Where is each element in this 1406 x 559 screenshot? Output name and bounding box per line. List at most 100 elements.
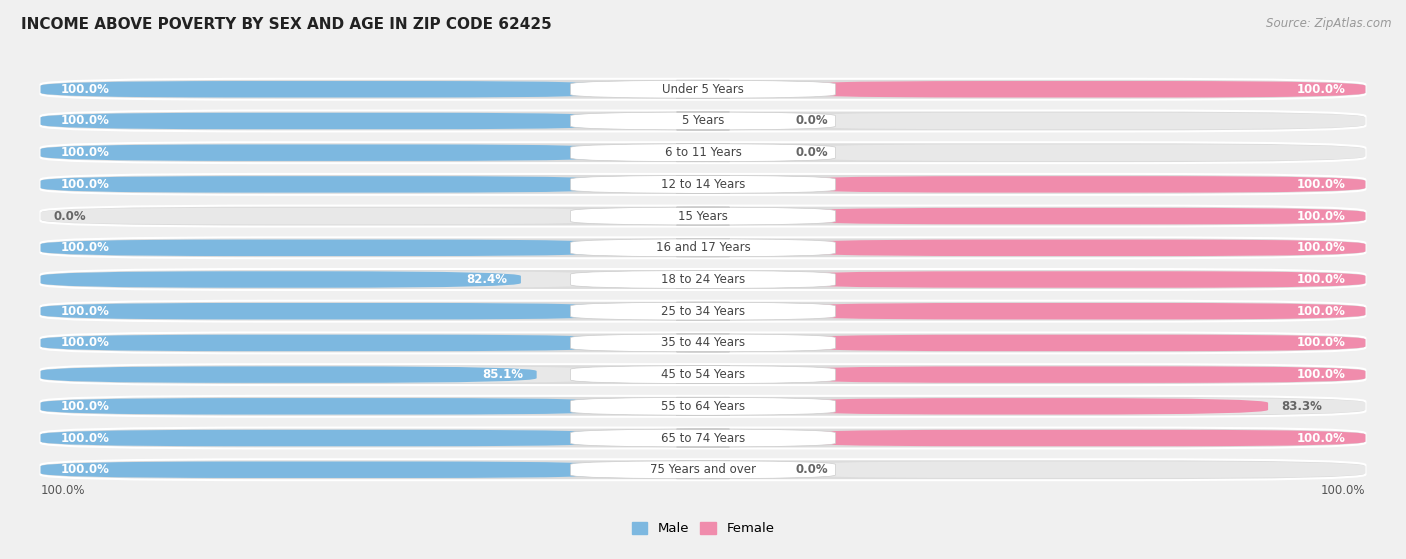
FancyBboxPatch shape [41,335,623,351]
FancyBboxPatch shape [783,271,1365,288]
FancyBboxPatch shape [41,462,623,478]
FancyBboxPatch shape [571,461,835,479]
FancyBboxPatch shape [783,176,1365,193]
FancyBboxPatch shape [571,334,835,352]
FancyBboxPatch shape [783,303,1365,319]
Text: 100.0%: 100.0% [1296,305,1346,318]
FancyBboxPatch shape [783,335,1365,351]
FancyBboxPatch shape [783,398,1268,415]
FancyBboxPatch shape [571,80,835,98]
Text: 45 to 54 Years: 45 to 54 Years [661,368,745,381]
FancyBboxPatch shape [41,462,623,478]
Text: 100.0%: 100.0% [60,146,110,159]
FancyBboxPatch shape [783,176,1365,193]
FancyBboxPatch shape [571,429,835,447]
Text: 100.0%: 100.0% [60,305,110,318]
FancyBboxPatch shape [783,335,1365,351]
Text: 75 Years and over: 75 Years and over [650,463,756,476]
FancyBboxPatch shape [41,176,623,193]
Text: 15 Years: 15 Years [678,210,728,222]
Text: 100.0%: 100.0% [1322,484,1365,497]
FancyBboxPatch shape [41,364,1365,385]
FancyBboxPatch shape [41,81,623,97]
Text: 25 to 34 Years: 25 to 34 Years [661,305,745,318]
FancyBboxPatch shape [41,269,1365,290]
Text: 100.0%: 100.0% [60,178,110,191]
Text: 6 to 11 Years: 6 to 11 Years [665,146,741,159]
FancyBboxPatch shape [41,396,1365,417]
Text: 100.0%: 100.0% [60,115,110,127]
FancyBboxPatch shape [783,208,1365,224]
FancyBboxPatch shape [41,240,623,256]
Text: 55 to 64 Years: 55 to 64 Years [661,400,745,413]
Legend: Male, Female: Male, Female [626,517,780,541]
FancyBboxPatch shape [571,397,835,415]
FancyBboxPatch shape [783,208,1365,224]
FancyBboxPatch shape [571,239,835,257]
FancyBboxPatch shape [783,144,1365,161]
FancyBboxPatch shape [41,144,623,161]
FancyBboxPatch shape [783,271,1365,288]
FancyBboxPatch shape [783,430,1365,446]
FancyBboxPatch shape [783,81,1365,97]
FancyBboxPatch shape [571,112,835,130]
FancyBboxPatch shape [41,398,623,415]
Text: 85.1%: 85.1% [482,368,523,381]
FancyBboxPatch shape [783,113,1365,129]
FancyBboxPatch shape [571,271,835,288]
FancyBboxPatch shape [571,207,835,225]
Text: 18 to 24 Years: 18 to 24 Years [661,273,745,286]
FancyBboxPatch shape [41,208,623,224]
Text: 5 Years: 5 Years [682,115,724,127]
FancyBboxPatch shape [41,142,1365,163]
Text: 12 to 14 Years: 12 to 14 Years [661,178,745,191]
Text: 100.0%: 100.0% [1296,368,1346,381]
FancyBboxPatch shape [41,176,623,193]
Text: 100.0%: 100.0% [1296,273,1346,286]
FancyBboxPatch shape [41,301,1365,321]
FancyBboxPatch shape [783,366,1365,383]
Text: 100.0%: 100.0% [60,83,110,96]
FancyBboxPatch shape [783,462,1365,478]
Text: 100.0%: 100.0% [41,484,84,497]
Text: 0.0%: 0.0% [796,115,828,127]
FancyBboxPatch shape [41,79,1365,100]
Text: 0.0%: 0.0% [796,463,828,476]
FancyBboxPatch shape [571,144,835,162]
FancyBboxPatch shape [571,176,835,193]
FancyBboxPatch shape [783,240,1365,256]
FancyBboxPatch shape [783,240,1365,256]
FancyBboxPatch shape [41,113,623,129]
FancyBboxPatch shape [783,81,1365,97]
Text: 100.0%: 100.0% [1296,178,1346,191]
FancyBboxPatch shape [41,398,623,415]
Text: 65 to 74 Years: 65 to 74 Years [661,432,745,444]
Text: 0.0%: 0.0% [796,146,828,159]
Text: 100.0%: 100.0% [1296,210,1346,222]
Text: Source: ZipAtlas.com: Source: ZipAtlas.com [1267,17,1392,30]
FancyBboxPatch shape [783,430,1365,446]
Text: 16 and 17 Years: 16 and 17 Years [655,241,751,254]
FancyBboxPatch shape [571,366,835,383]
Text: Under 5 Years: Under 5 Years [662,83,744,96]
Text: 100.0%: 100.0% [1296,83,1346,96]
FancyBboxPatch shape [41,271,520,288]
Text: 100.0%: 100.0% [1296,432,1346,444]
FancyBboxPatch shape [41,430,623,446]
FancyBboxPatch shape [783,366,1365,383]
FancyBboxPatch shape [41,113,623,129]
FancyBboxPatch shape [41,303,623,319]
Text: 100.0%: 100.0% [60,241,110,254]
Text: 0.0%: 0.0% [53,210,86,222]
FancyBboxPatch shape [41,428,1365,448]
FancyBboxPatch shape [783,398,1365,415]
FancyBboxPatch shape [783,303,1365,319]
FancyBboxPatch shape [41,240,623,256]
Text: 100.0%: 100.0% [60,400,110,413]
Text: 82.4%: 82.4% [467,273,508,286]
Text: 35 to 44 Years: 35 to 44 Years [661,337,745,349]
FancyBboxPatch shape [41,335,623,351]
FancyBboxPatch shape [41,206,1365,226]
FancyBboxPatch shape [41,174,1365,195]
FancyBboxPatch shape [41,144,623,161]
